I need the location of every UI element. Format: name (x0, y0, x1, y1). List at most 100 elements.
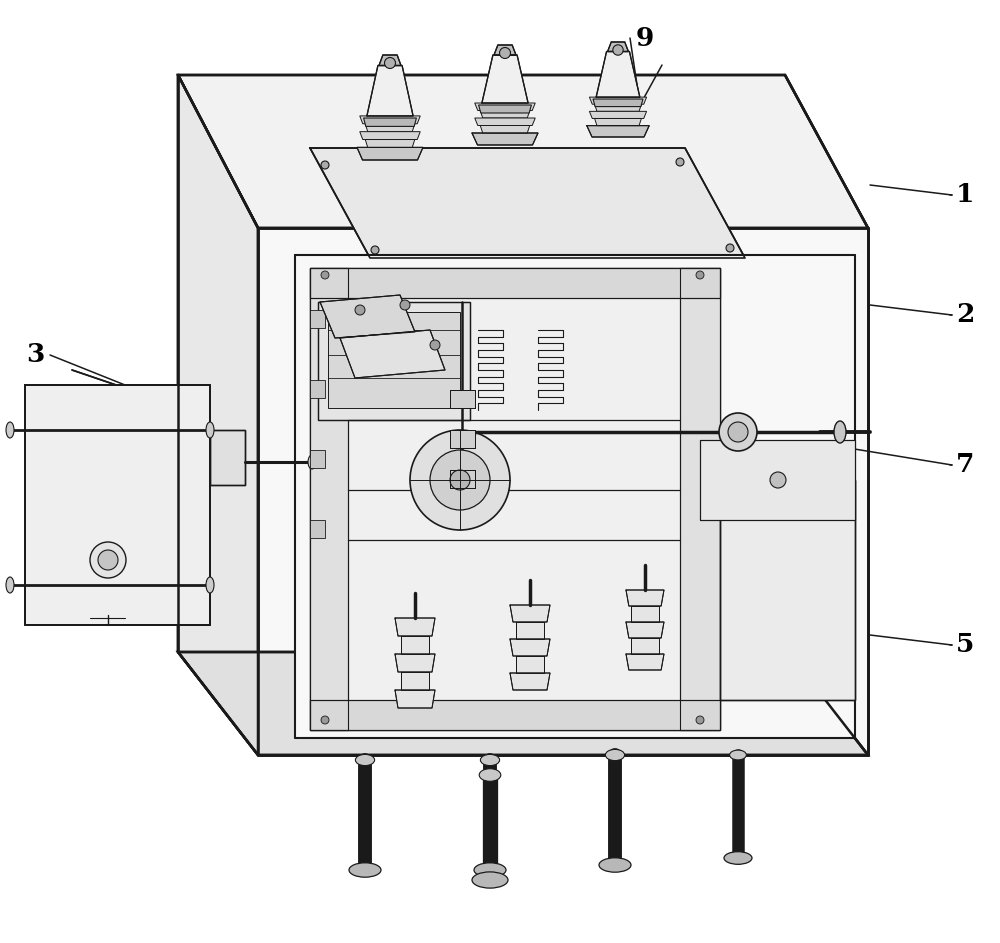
Ellipse shape (349, 863, 381, 877)
Polygon shape (310, 268, 720, 298)
Ellipse shape (206, 577, 214, 593)
Circle shape (90, 542, 126, 578)
Polygon shape (365, 124, 415, 132)
Polygon shape (360, 132, 420, 140)
Ellipse shape (730, 750, 746, 760)
Circle shape (450, 470, 470, 490)
Ellipse shape (480, 754, 500, 766)
Polygon shape (608, 42, 628, 52)
Polygon shape (401, 672, 429, 690)
Circle shape (676, 158, 684, 166)
Polygon shape (587, 125, 649, 137)
Polygon shape (626, 590, 664, 606)
Circle shape (98, 550, 118, 570)
Ellipse shape (479, 769, 501, 782)
Polygon shape (295, 255, 855, 738)
Polygon shape (595, 119, 641, 125)
Ellipse shape (6, 422, 14, 438)
Circle shape (371, 246, 379, 254)
Polygon shape (631, 606, 659, 622)
Polygon shape (395, 618, 435, 636)
Polygon shape (475, 103, 535, 110)
Polygon shape (450, 390, 475, 408)
Polygon shape (626, 654, 664, 670)
Polygon shape (310, 148, 745, 258)
Text: 5: 5 (956, 633, 974, 657)
Ellipse shape (719, 413, 757, 451)
Text: 3: 3 (26, 342, 44, 368)
Polygon shape (596, 52, 640, 97)
Polygon shape (310, 520, 325, 538)
Ellipse shape (834, 421, 846, 443)
Polygon shape (310, 380, 325, 398)
Polygon shape (395, 654, 435, 672)
Polygon shape (480, 125, 530, 133)
Polygon shape (328, 312, 460, 408)
Ellipse shape (6, 577, 14, 593)
Polygon shape (494, 45, 516, 55)
Text: 2: 2 (956, 303, 974, 327)
Circle shape (383, 348, 407, 372)
Polygon shape (593, 99, 643, 107)
Polygon shape (401, 636, 429, 654)
Circle shape (613, 45, 623, 56)
Polygon shape (631, 638, 659, 654)
Polygon shape (510, 605, 550, 622)
Circle shape (321, 716, 329, 724)
Polygon shape (516, 656, 544, 673)
Circle shape (726, 244, 734, 252)
Circle shape (321, 271, 329, 279)
Polygon shape (379, 55, 401, 65)
Polygon shape (258, 228, 868, 755)
Polygon shape (450, 430, 475, 448)
Ellipse shape (474, 863, 506, 877)
Polygon shape (310, 268, 348, 730)
Circle shape (384, 58, 396, 69)
Polygon shape (626, 622, 664, 638)
Ellipse shape (308, 455, 316, 469)
Ellipse shape (724, 852, 752, 865)
Polygon shape (310, 268, 720, 730)
Polygon shape (480, 110, 530, 118)
Polygon shape (178, 75, 258, 755)
Circle shape (355, 305, 365, 315)
Polygon shape (178, 652, 868, 755)
Polygon shape (450, 470, 475, 488)
Circle shape (430, 450, 490, 510)
Polygon shape (472, 133, 538, 145)
Circle shape (410, 430, 510, 530)
Polygon shape (364, 118, 416, 126)
Ellipse shape (605, 750, 625, 761)
Ellipse shape (206, 422, 214, 438)
Polygon shape (482, 55, 528, 103)
Polygon shape (178, 75, 868, 228)
Circle shape (400, 300, 410, 310)
Ellipse shape (599, 858, 631, 872)
Polygon shape (367, 65, 413, 116)
Circle shape (770, 472, 786, 488)
Polygon shape (479, 105, 531, 113)
Polygon shape (310, 450, 325, 468)
Polygon shape (340, 330, 445, 378)
Polygon shape (589, 111, 647, 119)
Circle shape (500, 47, 511, 58)
Polygon shape (320, 295, 415, 338)
Polygon shape (395, 690, 435, 708)
Polygon shape (510, 639, 550, 656)
Polygon shape (700, 440, 855, 520)
Circle shape (430, 340, 440, 350)
Circle shape (696, 271, 704, 279)
Ellipse shape (472, 872, 508, 888)
Polygon shape (318, 302, 470, 420)
Circle shape (696, 716, 704, 724)
Polygon shape (680, 268, 720, 730)
Polygon shape (210, 430, 245, 485)
Text: 9: 9 (636, 25, 654, 51)
Polygon shape (357, 147, 423, 160)
Polygon shape (589, 97, 647, 105)
Circle shape (321, 161, 329, 169)
Polygon shape (25, 385, 210, 625)
Text: 7: 7 (956, 453, 974, 477)
Polygon shape (360, 116, 420, 124)
Polygon shape (475, 118, 535, 125)
